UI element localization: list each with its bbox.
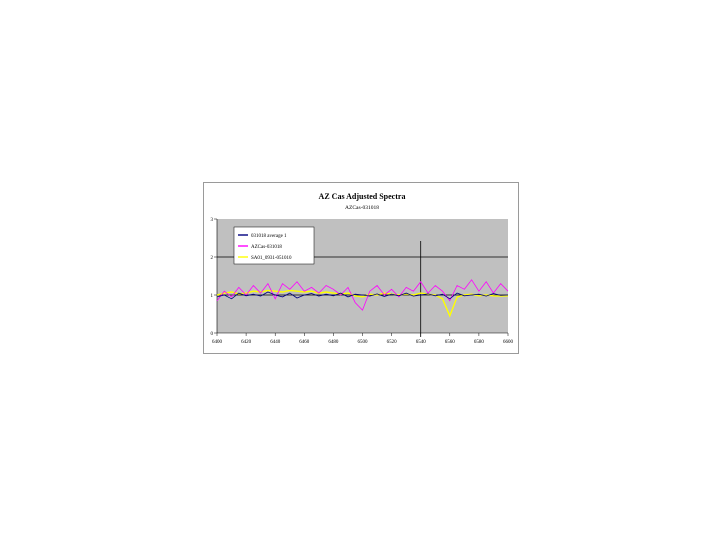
y-tick-label: 1 [211, 294, 214, 299]
x-tick-label: 6520 [387, 340, 398, 345]
x-tick-label: 6460 [299, 340, 310, 345]
x-tick-label: 6420 [241, 340, 252, 345]
y-tick-label: 2 [211, 256, 214, 261]
legend-label-2: SA01_0931-051010 [251, 256, 292, 261]
x-tick-label: 6600 [503, 340, 514, 345]
series-line-0 [216, 291, 509, 300]
x-tick-label: 6400 [212, 340, 223, 345]
x-tick-label: 6560 [445, 340, 456, 345]
chart-subtitle: AZCas-031018 [345, 205, 379, 211]
y-tick-label: 3 [211, 218, 214, 223]
chart-frame: AZ Cas Adjusted Spectra AZCas-031018 0 1 2… [203, 182, 519, 354]
legend-label-1: AZCas-031018 [251, 245, 282, 250]
chart-title: AZ Cas Adjusted Spectra [319, 192, 406, 201]
plot-area: 0 1 2 3 6400 6420 6440 6460 6480 6500 6520 6540 6560… [211, 218, 514, 345]
x-tick-label: 6500 [358, 340, 369, 345]
x-tick-label: 6580 [474, 340, 485, 345]
y-tick-label: 0 [211, 332, 214, 337]
x-tick-label: 6540 [416, 340, 427, 345]
x-tick-label: 6480 [328, 340, 339, 345]
series-line-2 [216, 289, 509, 318]
legend-label-0: 031018 average 1 [251, 234, 287, 239]
series-line-1 [216, 279, 509, 311]
x-tick-label: 6440 [270, 340, 281, 345]
chart-svg: AZ Cas Adjusted Spectra AZCas-031018 0 1 2… [211, 192, 514, 345]
